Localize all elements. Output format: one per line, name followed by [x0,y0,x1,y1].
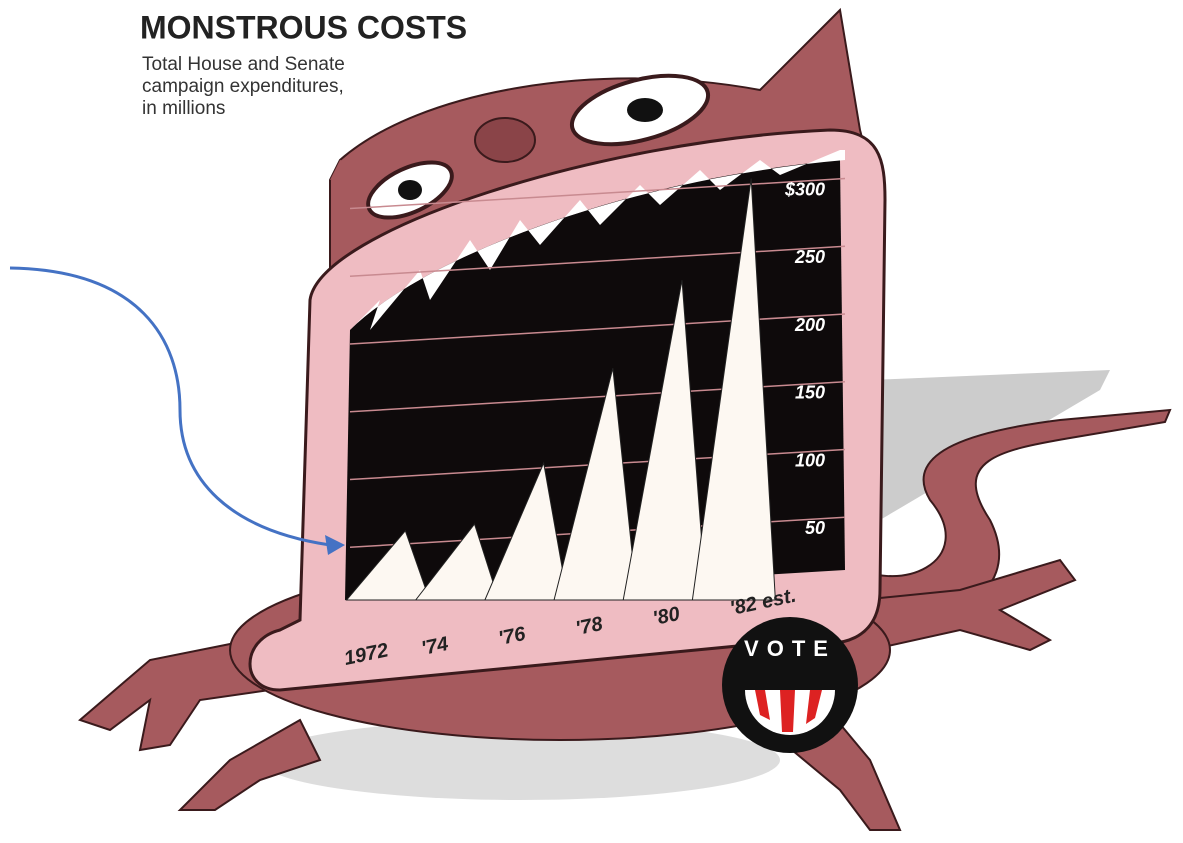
chart: VOTE MONSTROUS COSTS Total House and Sen… [0,0,1183,843]
subtitle: campaign expenditures, [142,76,344,97]
page: {"chart_data": {"type": "spike", "title"… [0,0,1183,843]
y-tick-label: $300 [784,179,825,199]
badge-text: VOTE [744,636,836,661]
y-tick-label: 50 [805,518,825,538]
y-tick-label: 200 [794,315,825,335]
subtitle: Total House and Senate [142,54,345,75]
subtitle: in millions [142,98,225,119]
nose [475,118,535,162]
leg [180,720,320,810]
pupil [398,180,422,200]
chart-title: MONSTROUS COSTS [140,9,467,45]
arrow [10,268,330,545]
y-tick-label: 250 [794,247,825,267]
y-tick-label: 150 [795,383,825,403]
pupil [627,98,663,122]
y-tick-label: 100 [795,450,825,470]
